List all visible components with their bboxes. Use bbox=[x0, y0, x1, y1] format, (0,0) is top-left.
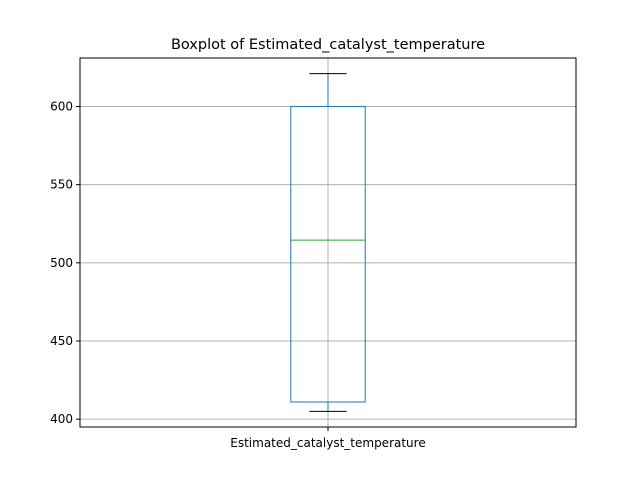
x-tick-label-1: Estimated_catalyst_temperature bbox=[230, 436, 425, 450]
y-tick-label-400: 400 bbox=[50, 412, 73, 426]
y-tick-label-550: 550 bbox=[50, 178, 73, 192]
y-tick-label-450: 450 bbox=[50, 334, 73, 348]
iqr-box bbox=[290, 105, 366, 403]
box-elements bbox=[290, 73, 366, 412]
axis-ticks: 400 450 500 550 600 Estimated_catalyst_temper… bbox=[50, 99, 426, 450]
y-tick-label-600: 600 bbox=[50, 99, 73, 113]
grid-lines bbox=[80, 58, 576, 427]
chart-title: Boxplot of Estimated_catalyst_temperatur… bbox=[171, 37, 485, 53]
y-tick-label-500: 500 bbox=[50, 256, 73, 270]
